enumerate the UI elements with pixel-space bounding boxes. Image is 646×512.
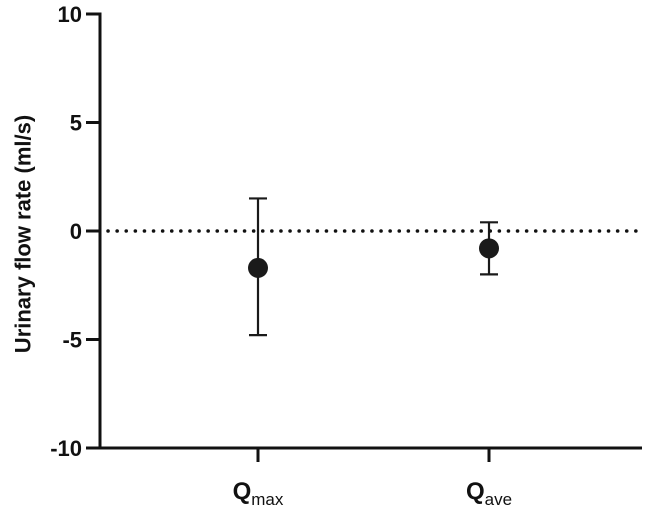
y-ticks: 10 5 0 -5 -10 <box>50 2 100 461</box>
x-tick-label: Qmax <box>233 478 284 509</box>
mean-marker <box>248 257 268 278</box>
y-tick-label: -5 <box>62 328 82 353</box>
data-point-group <box>248 197 268 337</box>
data-point-group <box>479 221 499 276</box>
x-ticks: Qmax Qave <box>233 448 512 509</box>
x-tick-label-main: Q <box>233 478 252 505</box>
x-tick-label-subscript: max <box>251 490 284 509</box>
data-points <box>248 197 499 337</box>
x-tick-label-subscript: ave <box>485 490 512 509</box>
x-tick-label: Qave <box>466 478 512 509</box>
x-tick-label-main: Q <box>466 478 485 505</box>
mean-marker <box>479 238 499 259</box>
y-tick-label: -10 <box>50 436 82 461</box>
y-axis-title: Urinary flow rate (ml/s) <box>11 115 36 353</box>
y-tick-label: 5 <box>70 111 82 136</box>
y-tick-label: 0 <box>70 219 82 244</box>
y-tick-label: 10 <box>58 2 82 27</box>
